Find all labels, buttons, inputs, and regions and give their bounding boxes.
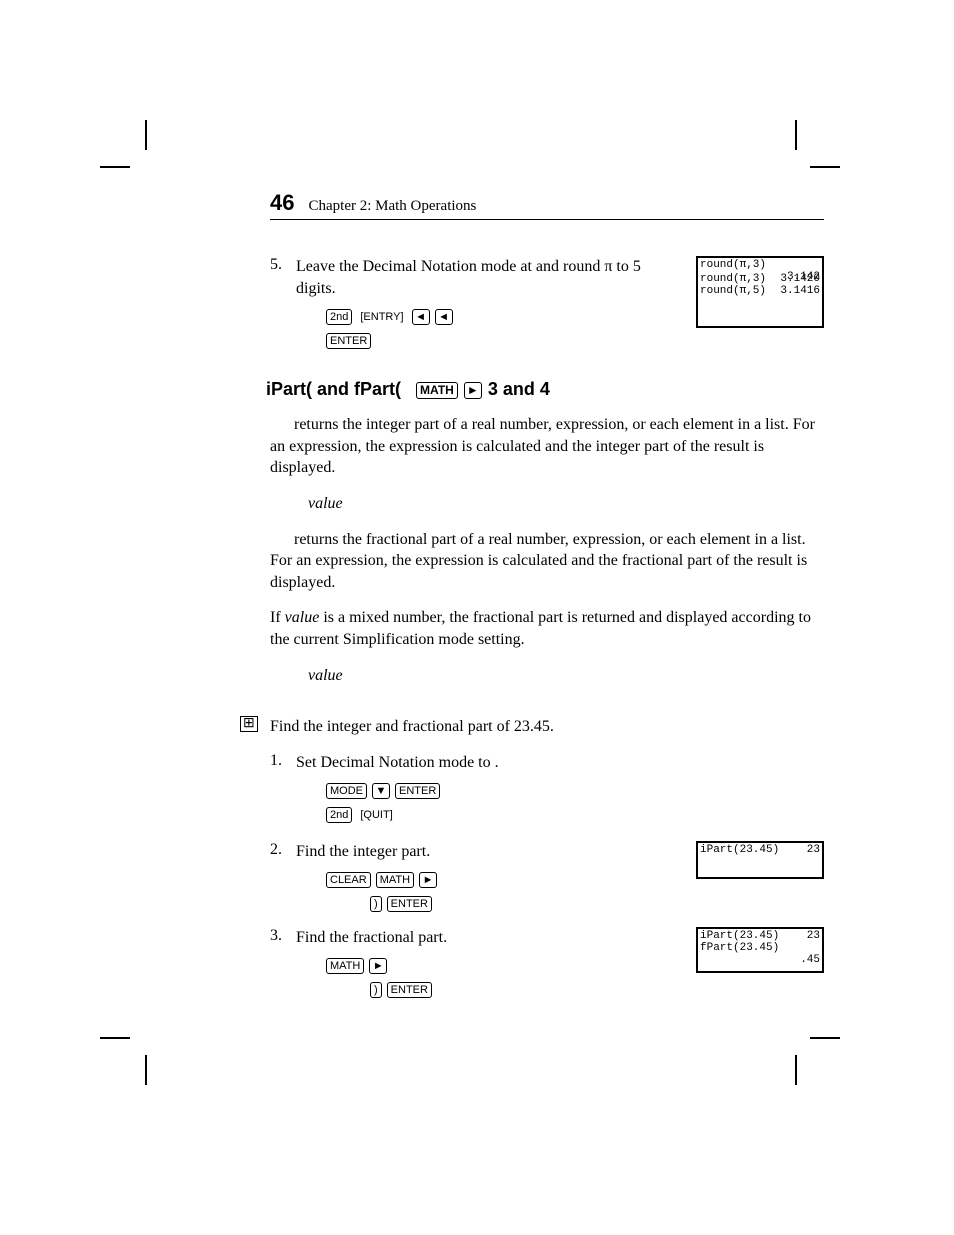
screen-text: 23	[807, 930, 820, 942]
paragraph: returns the integer part of a real numbe…	[270, 414, 824, 479]
step-text: Set Decimal Notation mode to .	[296, 752, 824, 774]
key-sequence: 2nd [ENTRY] ◄ ◄	[326, 307, 684, 325]
key-left-icon: ◄	[412, 309, 430, 325]
paragraph-text: returns the integer part of a real numbe…	[270, 416, 815, 476]
key-enter: ENTER	[387, 896, 432, 912]
crop-mark	[810, 166, 840, 168]
paragraph: If value is a mixed number, the fraction…	[270, 607, 824, 650]
key-paren: )	[370, 896, 382, 912]
page-content: 46 Chapter 2: Math Operations 5. Leave t…	[0, 0, 954, 1105]
paragraph-italic: value	[285, 609, 320, 626]
key-math: MATH	[416, 382, 458, 399]
crop-mark	[145, 1055, 147, 1085]
key-right-icon: ►	[464, 382, 482, 399]
crop-mark	[100, 166, 130, 168]
example-step-1: 1. Set Decimal Notation mode to .	[270, 752, 824, 774]
heading-text: iPart( and fPart(	[266, 379, 401, 399]
step-number: 5.	[270, 256, 296, 299]
key-enter: ENTER	[326, 333, 371, 349]
screen-text: 3.1420	[780, 273, 820, 285]
example-step-3-row: 3. Find the fractional part. MATH ► ) EN…	[270, 927, 824, 999]
key-quit: [QUIT]	[357, 808, 395, 822]
key-right-icon: ►	[419, 872, 437, 888]
example-intro: Find the integer and fractional part of …	[270, 716, 824, 738]
step-number: 2.	[270, 841, 296, 863]
page-number: 46	[270, 190, 294, 216]
heading-text: 3 and 4	[488, 379, 550, 399]
key-sequence: CLEAR MATH ►	[326, 871, 684, 889]
key-sequence: MODE ▼ ENTER	[326, 781, 824, 799]
crop-mark	[795, 120, 797, 150]
key-down-icon: ▼	[372, 783, 390, 799]
step-number: 1.	[270, 752, 296, 774]
key-clear: CLEAR	[326, 872, 371, 888]
chapter-title: Chapter 2: Math Operations	[308, 198, 476, 215]
section-heading: iPart( and fPart( MATH ► 3 and 4	[266, 379, 824, 400]
calc-screen: iPart(23.45) 23	[696, 841, 824, 879]
paragraph-text: returns the fractional part of a real nu…	[270, 531, 807, 591]
key-2nd: 2nd	[326, 807, 352, 823]
step-number: 3.	[270, 927, 296, 949]
key-sequence: ) ENTER	[370, 981, 684, 999]
key-left-icon: ◄	[435, 309, 453, 325]
paragraph: returns the fractional part of a real nu…	[270, 529, 824, 594]
key-right-icon: ►	[369, 958, 387, 974]
step-text: Leave the Decimal Notation mode at and r…	[296, 256, 684, 299]
screen-text: .45	[700, 954, 820, 966]
screen-text: round(π,3)	[700, 273, 766, 285]
key-sequence: ENTER	[326, 331, 684, 349]
key-math: MATH	[326, 958, 364, 974]
key-mode: MODE	[326, 783, 367, 799]
key-entry: [ENTRY]	[357, 310, 406, 324]
paragraph-text: If	[270, 609, 285, 626]
syntax-line: value	[308, 665, 824, 687]
key-sequence: 2nd [QUIT]	[326, 805, 824, 823]
calc-screen: iPart(23.45) 23 fPart(23.45) .45	[696, 927, 824, 973]
key-sequence: ) ENTER	[370, 895, 684, 913]
screen-text: iPart(23.45)	[700, 930, 779, 942]
crop-mark	[145, 120, 147, 150]
step-5-row: 5. Leave the Decimal Notation mode at an…	[270, 256, 824, 349]
calculator-icon: ⊞	[240, 716, 258, 732]
screen-text: 3.1416	[780, 285, 820, 297]
calc-screen: round(π,3) 3.142 round(π,3)3.1420 round(…	[696, 256, 824, 328]
key-enter: ENTER	[395, 783, 440, 799]
crop-mark	[810, 1037, 840, 1039]
key-paren: )	[370, 982, 382, 998]
key-math: MATH	[376, 872, 414, 888]
screen-text: iPart(23.45)	[700, 844, 779, 856]
syntax-line: value	[308, 493, 824, 515]
step-text: Find the integer part.	[296, 841, 684, 863]
screen-text: 23	[807, 844, 820, 856]
screen-text: round(π,5)	[700, 285, 766, 297]
key-2nd: 2nd	[326, 309, 352, 325]
crop-mark	[100, 1037, 130, 1039]
crop-mark	[795, 1055, 797, 1085]
screen-text: round(π,3)	[700, 259, 766, 271]
page-header: 46 Chapter 2: Math Operations	[270, 190, 824, 220]
key-sequence: MATH ►	[326, 957, 684, 975]
example-step-2-row: 2. Find the integer part. CLEAR MATH ► )…	[270, 841, 824, 913]
step-text: Find the fractional part.	[296, 927, 684, 949]
key-enter: ENTER	[387, 982, 432, 998]
paragraph-text: is a mixed number, the fractional part i…	[270, 609, 811, 648]
screen-text: fPart(23.45)	[700, 942, 779, 954]
